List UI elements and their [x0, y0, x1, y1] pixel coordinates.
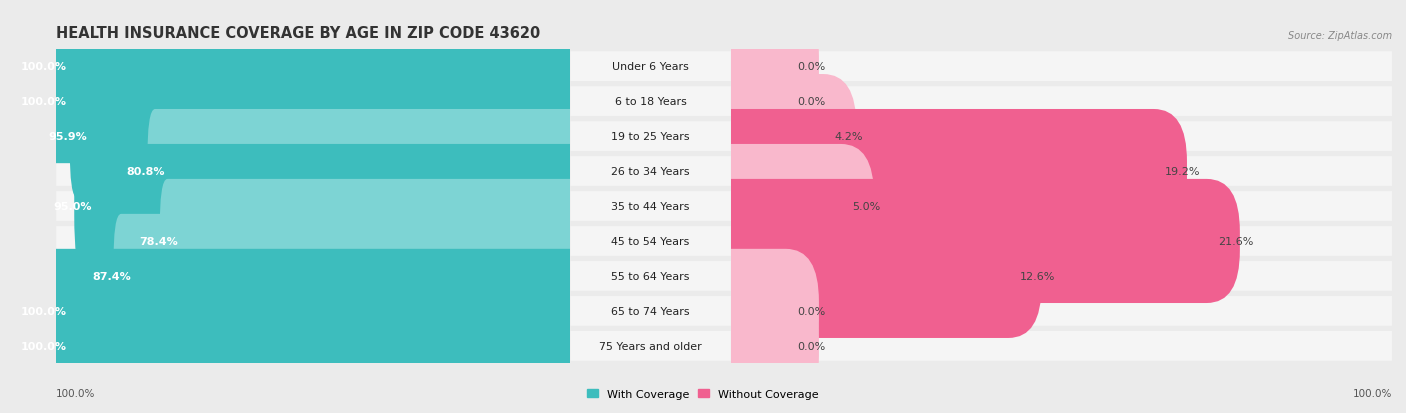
Text: 35 to 44 Years: 35 to 44 Years: [612, 202, 690, 211]
Text: 100.0%: 100.0%: [21, 62, 66, 72]
FancyBboxPatch shape: [731, 192, 1392, 221]
FancyBboxPatch shape: [731, 87, 1392, 117]
Text: 100.0%: 100.0%: [21, 341, 66, 351]
Text: 75 Years and older: 75 Years and older: [599, 341, 702, 351]
FancyBboxPatch shape: [56, 52, 571, 82]
FancyBboxPatch shape: [56, 261, 571, 291]
FancyBboxPatch shape: [70, 75, 578, 199]
FancyBboxPatch shape: [697, 214, 1042, 338]
Text: 4.2%: 4.2%: [834, 132, 863, 142]
FancyBboxPatch shape: [731, 52, 1392, 82]
FancyBboxPatch shape: [56, 122, 571, 152]
FancyBboxPatch shape: [731, 261, 1392, 291]
Text: 45 to 54 Years: 45 to 54 Years: [612, 236, 690, 247]
Text: 87.4%: 87.4%: [93, 271, 131, 281]
FancyBboxPatch shape: [697, 145, 875, 268]
FancyBboxPatch shape: [731, 157, 1392, 186]
Legend: With Coverage, Without Coverage: With Coverage, Without Coverage: [582, 384, 824, 404]
Text: 65 to 74 Years: 65 to 74 Years: [612, 306, 690, 316]
FancyBboxPatch shape: [160, 180, 578, 303]
Text: 0.0%: 0.0%: [797, 306, 825, 316]
Text: 12.6%: 12.6%: [1019, 271, 1054, 281]
FancyBboxPatch shape: [697, 249, 818, 373]
Text: 19.2%: 19.2%: [1166, 166, 1201, 177]
FancyBboxPatch shape: [697, 180, 1240, 303]
FancyBboxPatch shape: [56, 227, 571, 256]
FancyBboxPatch shape: [49, 284, 578, 408]
FancyBboxPatch shape: [571, 227, 731, 256]
FancyBboxPatch shape: [697, 284, 818, 408]
Text: Source: ZipAtlas.com: Source: ZipAtlas.com: [1288, 31, 1392, 41]
Text: 6 to 18 Years: 6 to 18 Years: [614, 97, 686, 107]
FancyBboxPatch shape: [571, 296, 731, 326]
FancyBboxPatch shape: [49, 40, 578, 164]
Text: 26 to 34 Years: 26 to 34 Years: [612, 166, 690, 177]
FancyBboxPatch shape: [75, 145, 578, 268]
FancyBboxPatch shape: [571, 87, 731, 117]
Text: 55 to 64 Years: 55 to 64 Years: [612, 271, 690, 281]
FancyBboxPatch shape: [49, 5, 578, 129]
FancyBboxPatch shape: [697, 40, 818, 164]
FancyBboxPatch shape: [571, 261, 731, 291]
Text: HEALTH INSURANCE COVERAGE BY AGE IN ZIP CODE 43620: HEALTH INSURANCE COVERAGE BY AGE IN ZIP …: [56, 26, 540, 41]
Text: 100.0%: 100.0%: [56, 388, 96, 398]
FancyBboxPatch shape: [49, 249, 578, 373]
FancyBboxPatch shape: [731, 296, 1392, 326]
FancyBboxPatch shape: [56, 331, 571, 361]
Text: 100.0%: 100.0%: [1353, 388, 1392, 398]
FancyBboxPatch shape: [571, 122, 731, 152]
FancyBboxPatch shape: [731, 227, 1392, 256]
FancyBboxPatch shape: [56, 296, 571, 326]
FancyBboxPatch shape: [148, 110, 578, 233]
FancyBboxPatch shape: [56, 157, 571, 186]
FancyBboxPatch shape: [731, 122, 1392, 152]
Text: 80.8%: 80.8%: [127, 166, 166, 177]
FancyBboxPatch shape: [114, 214, 578, 338]
Text: 100.0%: 100.0%: [21, 306, 66, 316]
Text: 0.0%: 0.0%: [797, 97, 825, 107]
FancyBboxPatch shape: [697, 110, 1187, 233]
FancyBboxPatch shape: [571, 157, 731, 186]
FancyBboxPatch shape: [571, 52, 731, 82]
FancyBboxPatch shape: [731, 331, 1392, 361]
Text: 5.0%: 5.0%: [852, 202, 880, 211]
Text: 78.4%: 78.4%: [139, 236, 177, 247]
FancyBboxPatch shape: [571, 192, 731, 221]
FancyBboxPatch shape: [56, 87, 571, 117]
Text: 0.0%: 0.0%: [797, 341, 825, 351]
FancyBboxPatch shape: [56, 192, 571, 221]
FancyBboxPatch shape: [571, 331, 731, 361]
Text: 95.9%: 95.9%: [49, 132, 87, 142]
FancyBboxPatch shape: [697, 5, 818, 129]
FancyBboxPatch shape: [697, 75, 856, 199]
Text: Under 6 Years: Under 6 Years: [612, 62, 689, 72]
Text: 0.0%: 0.0%: [797, 62, 825, 72]
Text: 19 to 25 Years: 19 to 25 Years: [612, 132, 690, 142]
Text: 100.0%: 100.0%: [21, 97, 66, 107]
Text: 21.6%: 21.6%: [1218, 236, 1253, 247]
Text: 95.0%: 95.0%: [53, 202, 93, 211]
